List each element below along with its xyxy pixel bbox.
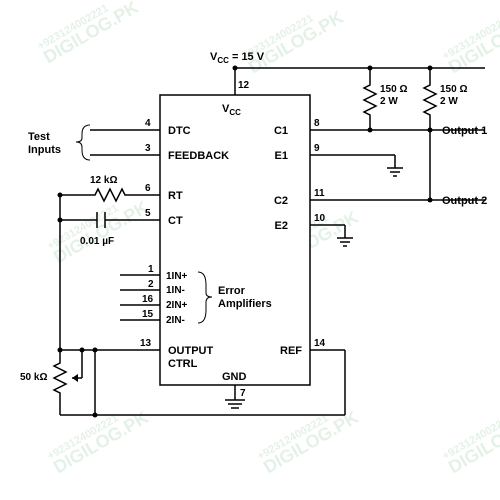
chip-body: [160, 95, 310, 385]
pin-12-num: 12: [238, 80, 250, 91]
pin-16-label: 2IN+: [166, 300, 188, 311]
pin-13-num: 13: [140, 338, 152, 349]
test-inputs-label: Test: [28, 131, 50, 143]
pin-3-label: FEEDBACK: [168, 150, 229, 162]
test-inputs-label2: Inputs: [28, 144, 61, 156]
ctrl-label: CTRL: [168, 358, 198, 370]
output-2-label: Output 2: [442, 195, 487, 207]
e2-label: E2: [275, 220, 288, 232]
pin-1-label: 1IN+: [166, 271, 188, 282]
pin-5-label: CT: [168, 215, 183, 227]
test-inputs: Test Inputs: [28, 125, 90, 160]
pin-16-num: 16: [142, 294, 154, 305]
pin-4-label: DTC: [168, 125, 191, 137]
pin-14-num: 14: [314, 338, 326, 349]
r-150-a: 150 Ω 2 W: [364, 66, 407, 131]
pin-4-num: 4: [145, 118, 151, 129]
c2-label: C2: [274, 195, 288, 207]
pin-3-num: 3: [145, 143, 151, 154]
pin-5-num: 5: [145, 208, 151, 219]
pin-11-num: 11: [314, 188, 325, 199]
r150b-label: 150 Ω: [440, 84, 467, 95]
r150a-label2: 2 W: [380, 96, 398, 107]
output-label: OUTPUT: [168, 345, 214, 357]
c-001-label: 0.01 µF: [80, 236, 114, 247]
e1-label: E1: [275, 150, 288, 162]
pin-9-num: 9: [314, 143, 320, 154]
pin-15-label: 2IN-: [166, 315, 185, 326]
pin-2-num: 2: [148, 279, 154, 290]
pin-7-gnd: GND 7: [222, 371, 247, 408]
pin-10-num: 10: [314, 213, 326, 224]
r-12k-label: 12 kΩ: [90, 175, 117, 186]
c1-label: C1: [274, 125, 288, 137]
pin-15-num: 15: [142, 309, 154, 320]
error-label: Error: [218, 285, 246, 297]
schematic-canvas: +923124002221 DIGILOG.PK +923124002221 D…: [0, 0, 500, 500]
vcc-label: VCC = 15 V: [210, 51, 265, 65]
r-50k-label: 50 kΩ: [20, 372, 47, 383]
r150a-label: 150 Ω: [380, 84, 407, 95]
pin-7-num: 7: [240, 388, 246, 399]
pin-6-label: RT: [168, 190, 183, 202]
output-1-label: Output 1: [442, 125, 487, 137]
pin-6-num: 6: [145, 183, 151, 194]
ref-label: REF: [280, 345, 302, 357]
amps-label: Amplifiers: [218, 298, 272, 310]
pin-1-num: 1: [148, 264, 154, 275]
r150b-label2: 2 W: [440, 96, 458, 107]
pin-8-num: 8: [314, 118, 320, 129]
gnd-label: GND: [222, 371, 247, 383]
pin-2-label: 1IN-: [166, 285, 185, 296]
